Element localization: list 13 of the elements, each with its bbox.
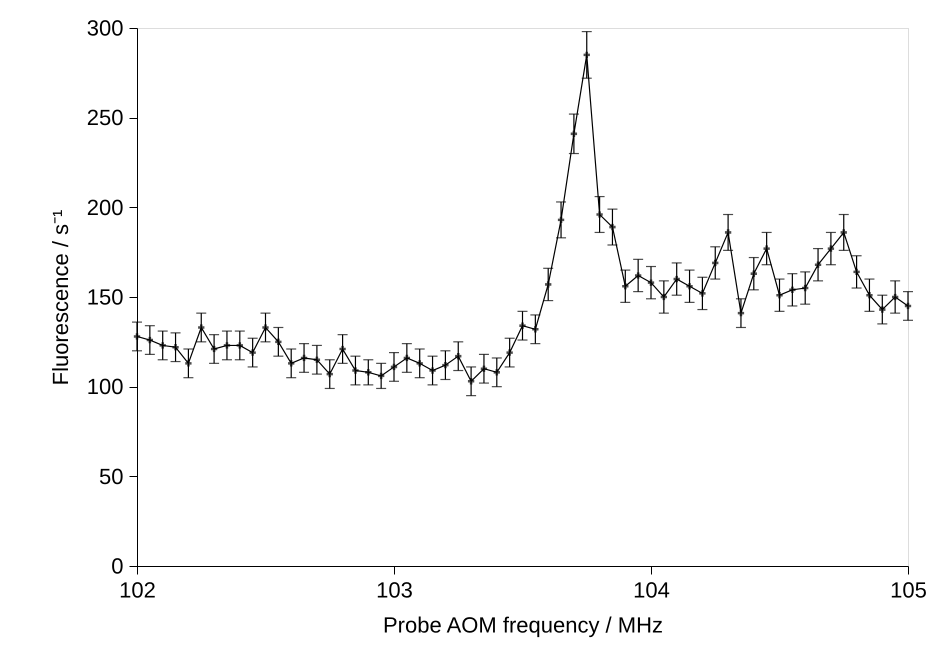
x-tick-label: 103 xyxy=(376,578,413,602)
y-tick-label: 200 xyxy=(86,194,124,220)
y-tick-label: 100 xyxy=(86,374,124,400)
y-tick-label: 250 xyxy=(86,105,124,130)
y-tick-label: 300 xyxy=(86,16,124,40)
y-tick-label: 0 xyxy=(111,554,124,578)
x-tick-label: 102 xyxy=(119,578,156,602)
y-tick-label: 150 xyxy=(86,284,124,310)
x-tick-label: 105 xyxy=(890,578,927,602)
x-tick-label: 104 xyxy=(633,578,670,602)
x-axis-title: Probe AOM frequency / MHz xyxy=(383,612,663,638)
y-tick-label: 50 xyxy=(99,464,124,489)
y-axis-title: Fluorescence / s⁻¹ xyxy=(48,210,73,386)
